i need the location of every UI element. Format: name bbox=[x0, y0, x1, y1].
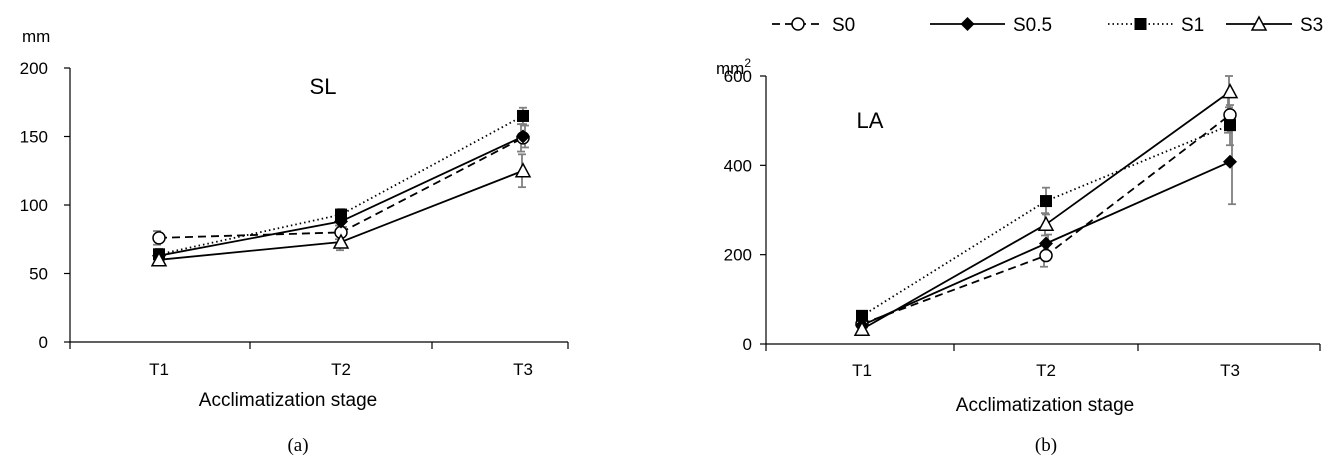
panel-b-x-tick-label: T2 bbox=[1036, 361, 1056, 380]
panel-b-y-tick-label: 400 bbox=[724, 156, 752, 175]
panel-b-x-tick-label: T3 bbox=[1220, 361, 1240, 380]
panel-a-point-s1 bbox=[335, 208, 347, 221]
panel-a-y-tick-label: 50 bbox=[29, 265, 48, 284]
panel-b-unit-superscript: 2 bbox=[744, 56, 751, 70]
panel-a-y-tick-label: 150 bbox=[20, 128, 48, 147]
legend-marker-s1 bbox=[1134, 18, 1147, 30]
panel-a-point-s3 bbox=[514, 162, 532, 178]
panel-a-y-tick-label: 200 bbox=[20, 59, 48, 78]
panel-a-point-s3 bbox=[332, 233, 350, 249]
panel-b-y-tick-label: 600 bbox=[724, 67, 752, 86]
panel-b-point-s3 bbox=[1221, 83, 1239, 99]
panel-a-x-axis-label: Acclimatization stage bbox=[199, 390, 377, 411]
panel-b-point-s3 bbox=[853, 320, 871, 337]
legend-label-s3: S3 bbox=[1300, 15, 1323, 36]
panel-a-y-tick-label: 100 bbox=[20, 196, 48, 215]
panel-a-y-tick-label: 0 bbox=[39, 333, 48, 352]
panel-b-point-s1 bbox=[1040, 195, 1052, 208]
panel-b-x-axis-label: Acclimatization stage bbox=[956, 395, 1134, 416]
panel-b-x-tick-label: T1 bbox=[852, 361, 872, 380]
panel-b-unit-base: mm bbox=[716, 59, 744, 78]
panel-a-chart: mm SL Acclimatization stage (a) 0 50 100 15… bbox=[20, 27, 569, 456]
legend: S0 S0.5 S1 S3 bbox=[772, 15, 1323, 36]
panel-a-point-s0 bbox=[152, 231, 166, 245]
panel-a-point-s3 bbox=[150, 251, 168, 267]
panel-a-caption-label: (a) bbox=[287, 435, 308, 456]
panel-b-point-s1 bbox=[856, 309, 868, 322]
panel-a-point-s0-5 bbox=[516, 129, 530, 144]
legend-label-s0-5: S0.5 bbox=[1013, 15, 1052, 36]
panel-b-y-tick-label: 0 bbox=[743, 335, 752, 354]
panel-b-point-s0-5 bbox=[1039, 236, 1053, 251]
legend-label-s0: S0 bbox=[832, 15, 855, 36]
panel-a-unit-label: mm bbox=[22, 27, 50, 46]
panel-a-x-tick-label: T3 bbox=[513, 360, 533, 379]
panel-a-series-line-s1 bbox=[158, 115, 524, 256]
panel-a-x-tick-label: T2 bbox=[331, 360, 351, 379]
legend-marker-s0 bbox=[791, 17, 805, 31]
panel-b-point-s1 bbox=[1224, 119, 1236, 132]
panel-a-title: SL bbox=[310, 74, 337, 99]
panel-b-point-s0-5 bbox=[1223, 154, 1237, 169]
panel-b-unit-label: mm2 bbox=[716, 56, 751, 78]
panel-b-point-s0 bbox=[1223, 108, 1237, 122]
legend-label-s1: S1 bbox=[1181, 15, 1204, 36]
legend-marker-s0-5 bbox=[960, 17, 975, 31]
panel-a-x-tick-label: T1 bbox=[149, 360, 169, 379]
panel-b-point-s3 bbox=[1037, 215, 1055, 232]
panel-b-chart: mm2 LA Acclimatization stage (b) 0 200 400… bbox=[716, 56, 1321, 456]
panel-b-caption-label: (b) bbox=[1035, 435, 1057, 456]
panel-b-title: LA bbox=[857, 108, 884, 133]
panel-b-y-tick-label: 200 bbox=[724, 246, 752, 265]
panel-b-point-s0 bbox=[1039, 248, 1053, 263]
legend-marker-s3 bbox=[1250, 15, 1268, 31]
panel-a-point-s1 bbox=[517, 109, 529, 122]
